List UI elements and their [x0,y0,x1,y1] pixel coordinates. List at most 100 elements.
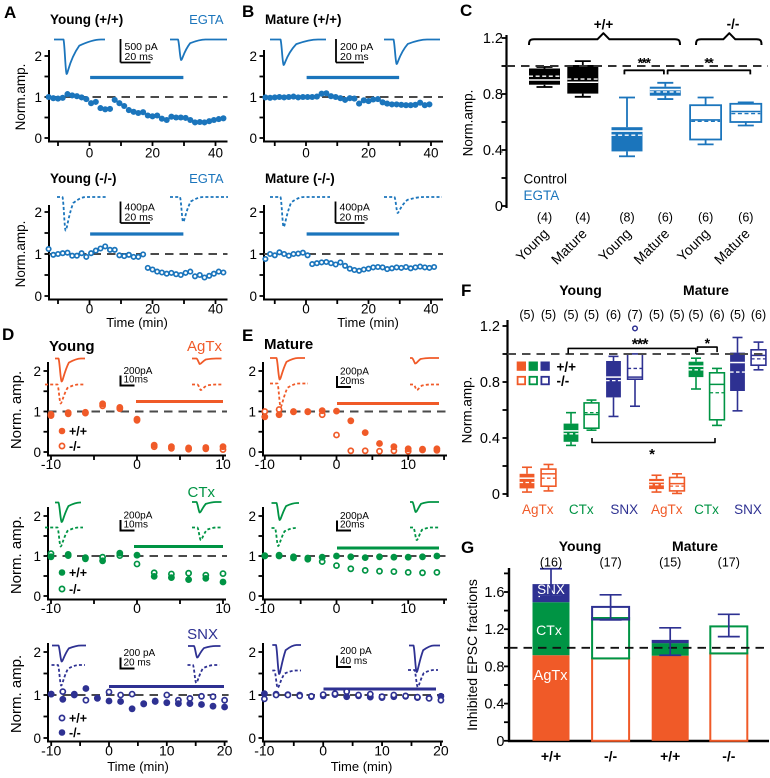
svg-text:2: 2 [248,645,256,660]
svg-text:-10: -10 [255,456,275,472]
svg-text:CTx: CTx [694,502,719,517]
svg-text:(5): (5) [519,308,534,322]
svg-text:CTx: CTx [569,502,594,517]
svg-text:(17): (17) [599,556,621,570]
svg-text:Mature: Mature [264,336,313,353]
svg-text:Norm.amp.: Norm.amp. [13,221,28,288]
svg-text:E: E [242,326,253,345]
svg-text:0: 0 [86,302,94,317]
svg-text:EGTA: EGTA [189,171,224,186]
svg-text:0: 0 [319,743,327,759]
svg-text:Mature (+/+): Mature (+/+) [265,12,342,27]
svg-text:1.6: 1.6 [484,585,504,601]
svg-text:0: 0 [248,731,256,746]
svg-text:2: 2 [248,509,256,524]
svg-text:AgTx: AgTx [651,502,683,517]
svg-text:AgTx: AgTx [187,338,223,355]
svg-text:Time (min): Time (min) [106,315,168,330]
svg-text:Time (min): Time (min) [337,315,399,330]
svg-text:C: C [460,1,472,20]
svg-text:Norm.amp.: Norm.amp. [461,90,476,157]
svg-text:20: 20 [361,146,376,161]
svg-text:Norm. amp.: Norm. amp. [8,655,25,733]
svg-text:1: 1 [33,688,41,703]
svg-text:2: 2 [34,205,42,220]
svg-text:20: 20 [361,302,376,317]
svg-text:(15): (15) [659,556,681,570]
svg-text:20 ms: 20 ms [340,51,369,63]
svg-text:200 pA: 200 pA [340,41,373,53]
svg-text:2: 2 [34,49,42,64]
svg-text:0: 0 [33,731,41,746]
svg-text:*: * [649,446,655,463]
svg-text:0: 0 [105,743,113,759]
svg-text:10ms: 10ms [124,375,148,386]
svg-text:200pA: 200pA [340,511,369,522]
svg-text:0: 0 [86,146,94,161]
svg-text:(5): (5) [541,308,556,322]
svg-text:(4): (4) [537,211,552,225]
svg-text:SNX: SNX [734,502,762,517]
svg-text:0.8: 0.8 [484,659,504,675]
svg-text:1.2: 1.2 [484,622,504,638]
svg-text:2: 2 [33,645,41,660]
svg-text:1: 1 [248,688,256,703]
svg-text:+/+: +/+ [69,425,87,439]
svg-text:Norm.amp.: Norm.amp. [13,64,28,131]
svg-text:20: 20 [145,146,160,161]
svg-text:(5): (5) [584,308,599,322]
svg-text:10: 10 [374,743,390,759]
svg-text:10: 10 [400,456,416,472]
svg-text:1: 1 [248,405,256,420]
svg-text:(8): (8) [619,211,634,225]
svg-text:-/-: -/- [727,17,740,32]
svg-text:Inhibited EPSC fractions: Inhibited EPSC fractions [464,579,480,731]
svg-text:+/+: +/+ [660,748,680,764]
svg-text:1: 1 [249,90,257,105]
svg-text:200 pA: 200 pA [340,646,372,657]
svg-text:0: 0 [249,289,257,304]
svg-text:Norm. amp.: Norm. amp. [8,371,25,449]
svg-text:-10: -10 [41,600,61,616]
svg-text:1.2: 1.2 [483,31,503,47]
svg-text:SNX: SNX [187,626,218,643]
svg-text:***: *** [632,337,649,354]
svg-text:+/+: +/+ [594,17,614,32]
svg-text:20ms: 20ms [340,376,364,387]
svg-text:2: 2 [33,509,41,524]
svg-text:CTx: CTx [188,484,216,501]
svg-text:0: 0 [302,302,310,317]
svg-text:10: 10 [400,600,416,616]
svg-text:10: 10 [215,456,231,472]
svg-text:(5): (5) [563,308,578,322]
svg-text:F: F [461,281,471,300]
svg-text:-/-: -/- [69,583,81,597]
svg-text:10: 10 [215,600,231,616]
svg-text:-10: -10 [254,743,274,759]
svg-text:0.8: 0.8 [483,87,503,103]
svg-text:40 ms: 40 ms [340,656,367,667]
svg-text:20 ms: 20 ms [125,51,154,63]
svg-text:0: 0 [248,445,256,460]
svg-text:1: 1 [34,247,42,262]
svg-text:***: *** [638,55,652,71]
svg-text:0: 0 [133,600,141,616]
svg-text:Young (-/-): Young (-/-) [50,171,116,186]
svg-text:40: 40 [423,302,438,317]
svg-text:Time (min): Time (min) [331,759,393,774]
svg-text:(17): (17) [718,556,740,570]
svg-text:-/-: -/- [69,440,81,454]
svg-text:(7): (7) [627,308,642,322]
svg-text:0: 0 [302,146,310,161]
svg-text:200pA: 200pA [340,367,369,378]
svg-text:(6): (6) [606,308,621,322]
svg-text:(6): (6) [738,211,753,225]
svg-text:-/-: -/- [69,726,81,740]
svg-text:0: 0 [34,131,42,146]
svg-text:0: 0 [248,589,256,604]
svg-text:1: 1 [33,405,41,420]
svg-text:Young: Young [559,538,602,554]
svg-text:AgTx: AgTx [522,502,554,517]
svg-text:0: 0 [333,456,341,472]
svg-text:0: 0 [495,199,503,215]
